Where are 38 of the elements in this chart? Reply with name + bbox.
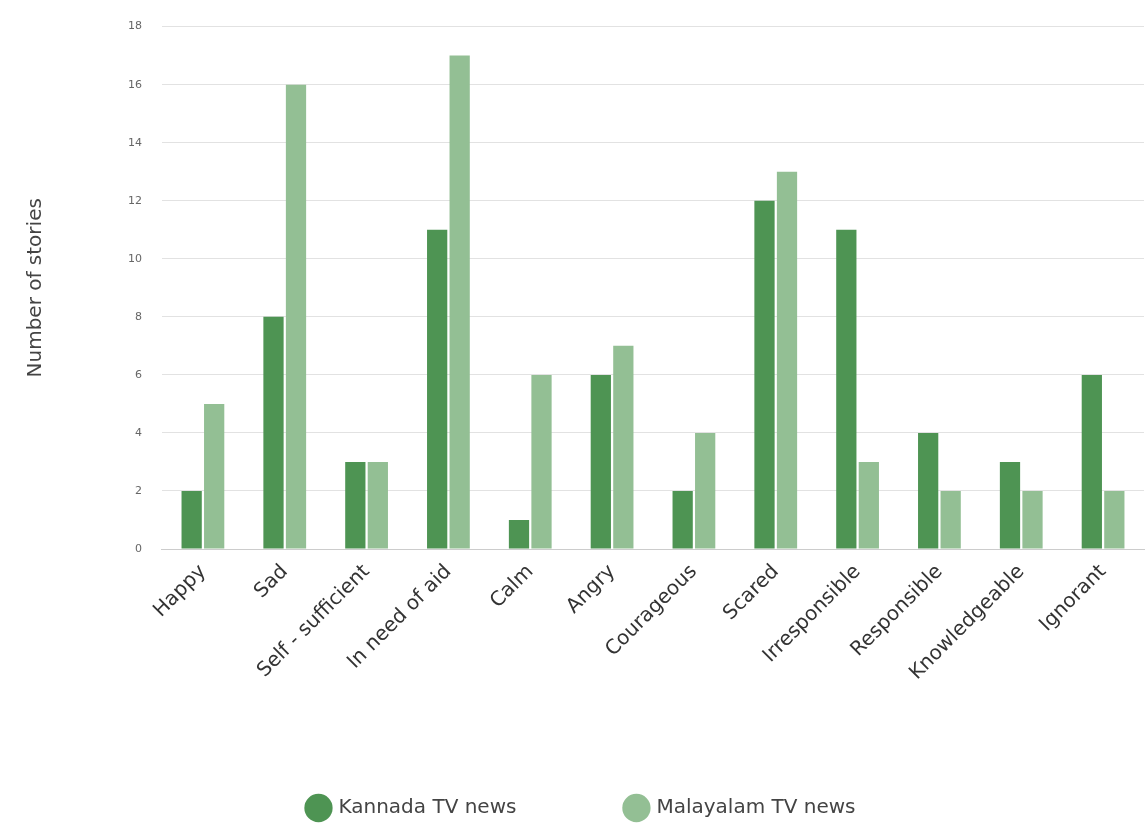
bar — [918, 432, 939, 549]
bar — [613, 345, 634, 549]
y-axis-title: Number of stories — [22, 198, 47, 378]
y-tick-label: 0 — [135, 541, 142, 555]
bar — [367, 461, 388, 549]
bar — [285, 84, 307, 549]
bar — [1081, 374, 1102, 549]
y-tick-label: 10 — [128, 251, 142, 265]
y-tick-label: 18 — [128, 19, 142, 33]
bar — [999, 461, 1021, 549]
bar — [531, 374, 552, 549]
bar — [858, 461, 879, 549]
bar — [754, 200, 775, 549]
y-tick-label: 4 — [135, 425, 142, 439]
bar — [1022, 490, 1043, 549]
x-tick-label: Sad — [248, 558, 292, 603]
bar — [672, 490, 693, 549]
y-tick-label: 8 — [135, 309, 142, 323]
bar — [449, 55, 470, 549]
legend-label: Kannada TV news — [338, 794, 517, 819]
bar — [836, 229, 857, 549]
bar — [204, 403, 225, 549]
y-tick-label: 14 — [128, 135, 142, 149]
bar — [345, 461, 366, 549]
bar — [590, 374, 611, 549]
y-tick-label: 2 — [135, 483, 142, 497]
bar — [427, 229, 448, 549]
bar — [1104, 490, 1125, 549]
bar — [695, 432, 716, 549]
legend-label: Malayalam TV news — [656, 794, 856, 819]
bar — [508, 519, 530, 549]
bar — [776, 171, 798, 549]
y-tick-label: 6 — [135, 367, 142, 381]
bar — [181, 490, 202, 549]
y-tick-label: 16 — [128, 77, 142, 91]
bar — [263, 316, 284, 549]
bar — [940, 490, 961, 549]
y-tick-label: 12 — [128, 193, 142, 207]
